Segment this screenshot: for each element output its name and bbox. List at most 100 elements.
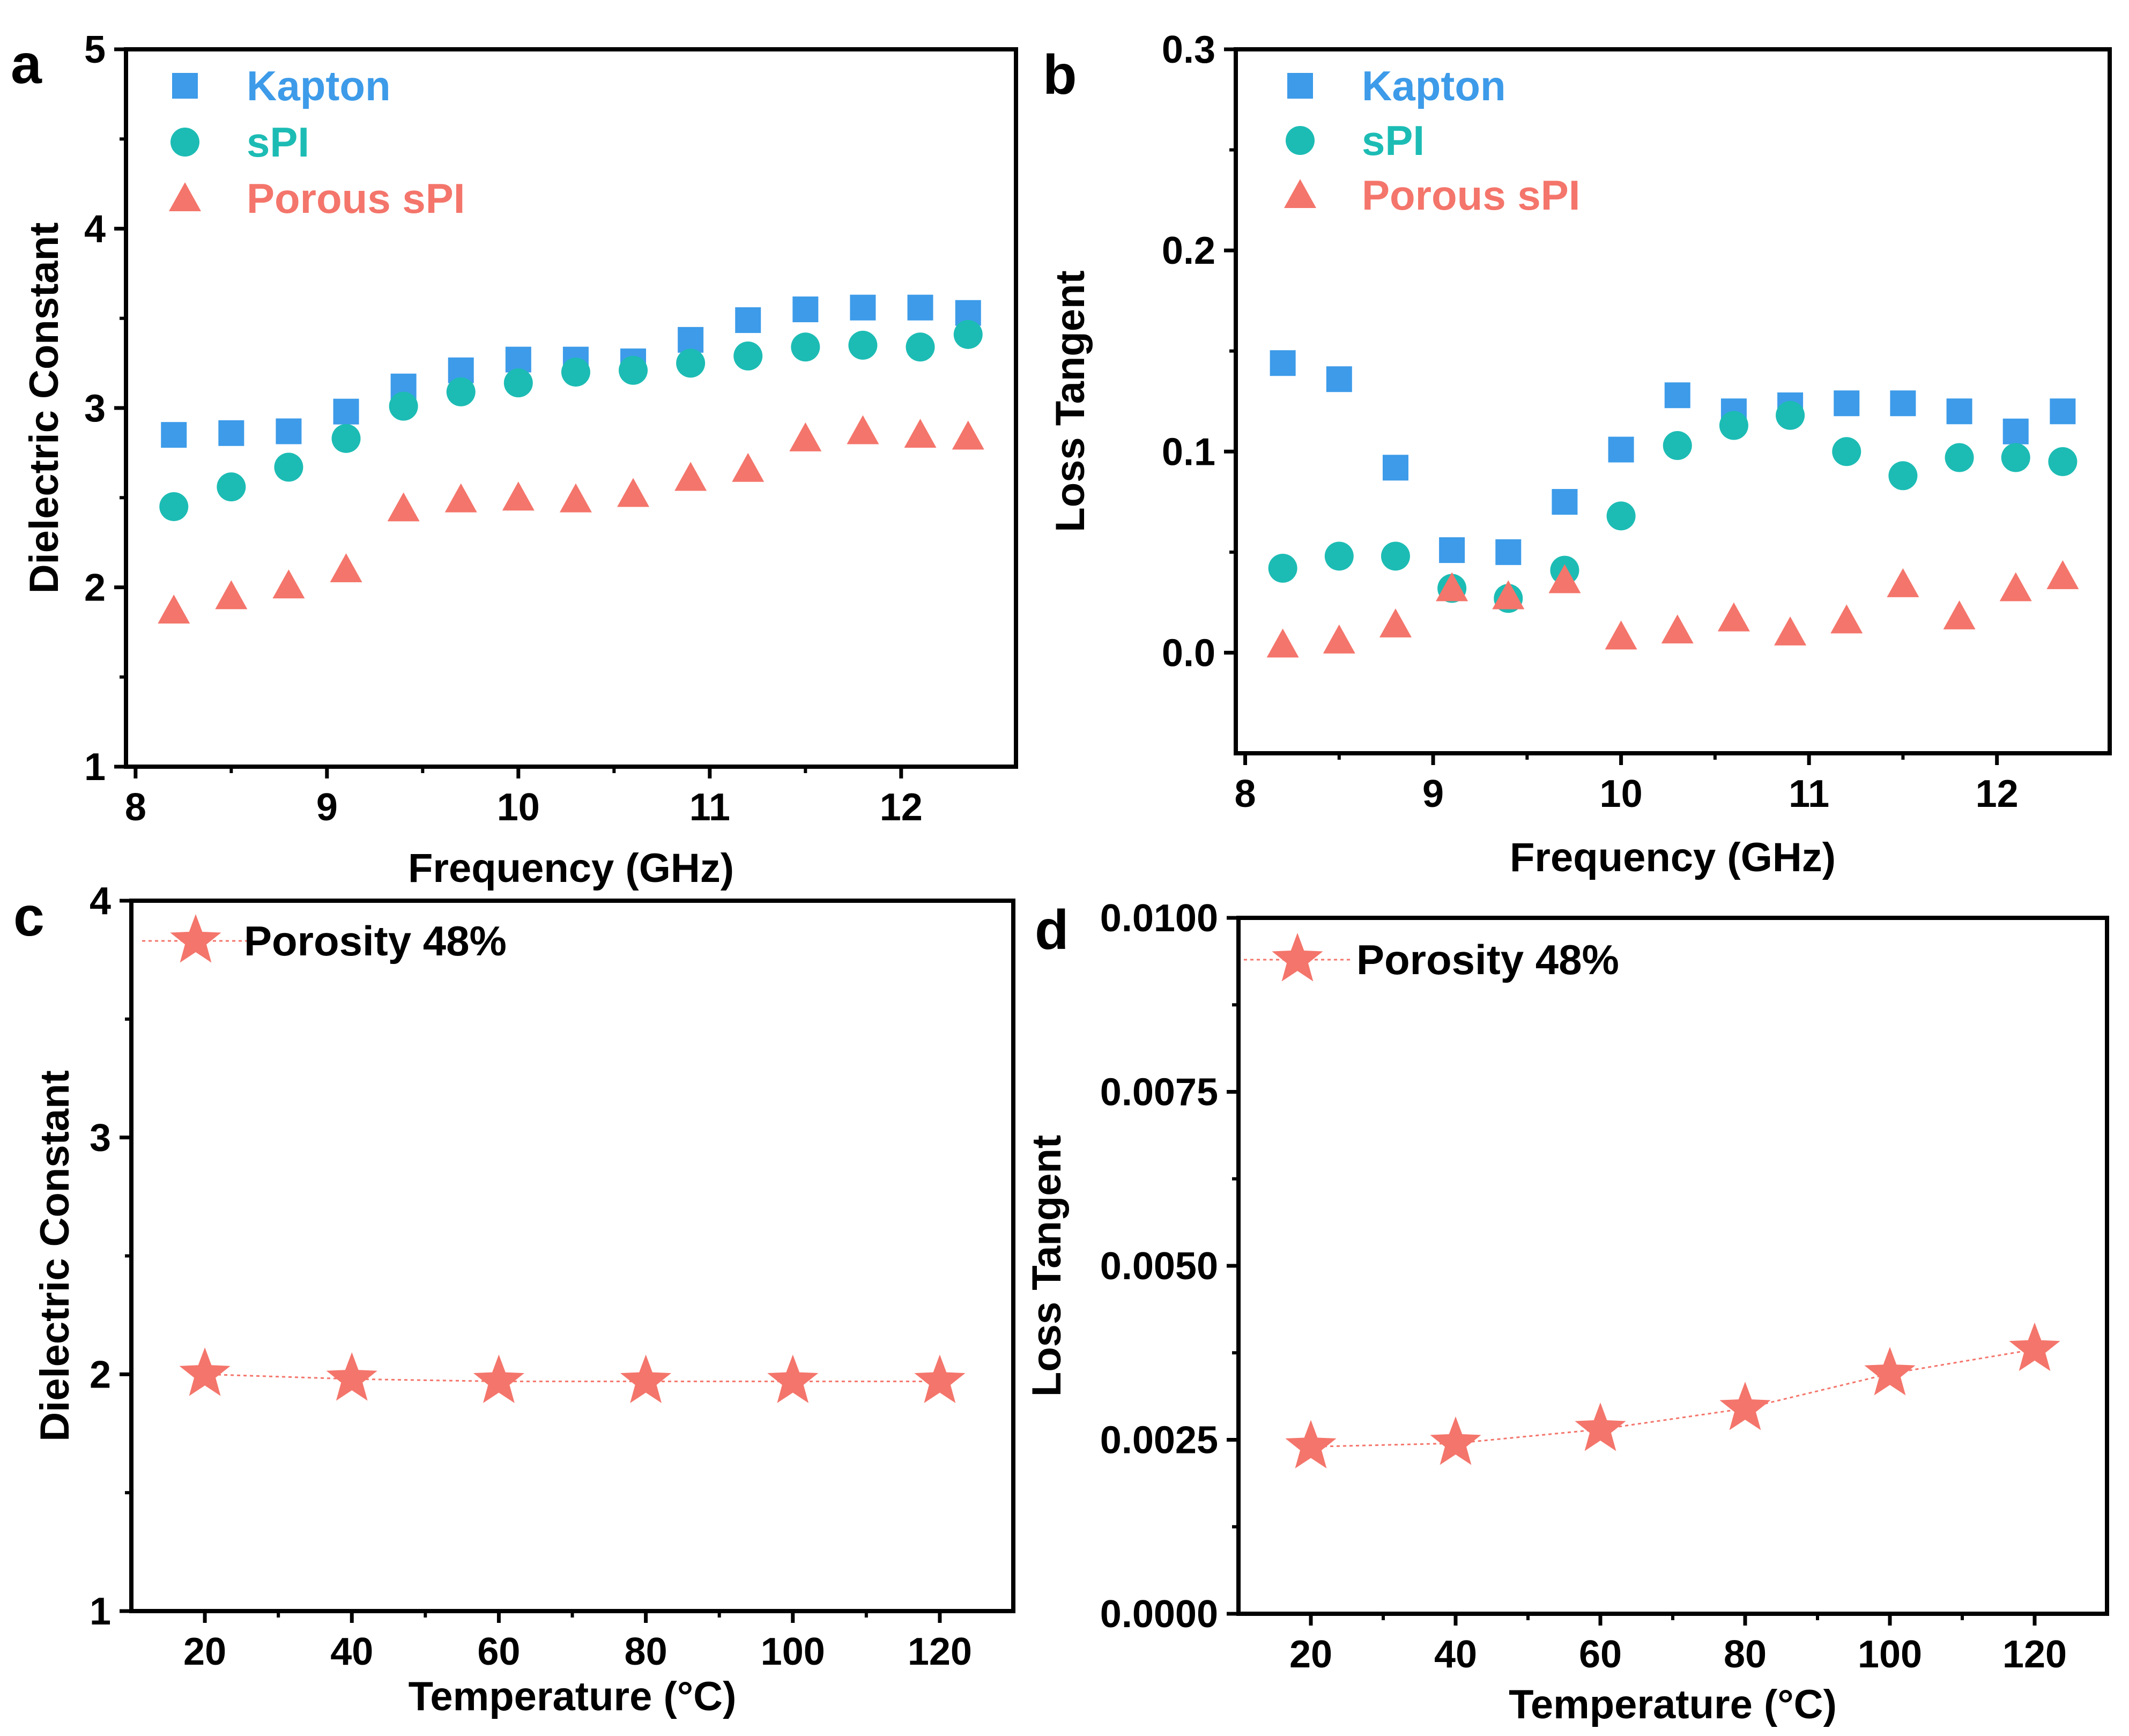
data-point-triangle [732,452,765,482]
data-point-star [1864,1347,1916,1396]
data-point-circle [503,368,533,398]
data-point-circle [733,341,763,370]
data-point-triangle [1379,608,1412,637]
legend-label: Porosity 48% [1356,936,1619,983]
y-tick-label: 3 [84,387,106,430]
data-point-triangle [559,483,592,513]
x-tick-label: 120 [908,1630,972,1673]
legend-label: sPI [1362,117,1425,164]
y-tick-label: 1 [84,746,106,789]
panel-d: d 20 40 60 80 100 120 0.0000 0.0025 0.0050 0.0075… [1024,897,2109,1727]
x-tick-label: 10 [497,786,540,829]
x-tick-label: 12 [1976,773,2019,815]
data-point-square [1608,436,1634,463]
legend-label: Porous sPI [247,175,465,222]
y-tick-label: 0.0075 [1100,1071,1218,1114]
panel-letter-c: c [13,886,44,948]
data-point-triangle [847,415,879,444]
data-point-circle [1945,443,1974,472]
panel-letter-a: a [11,33,42,95]
data-point-square [1890,390,1916,417]
data-point-triangle [444,483,477,513]
data-point-star [1575,1403,1626,1451]
data-point-circle [1663,431,1692,461]
data-point-square [2002,418,2029,444]
y-axis-label: Dielectric Constant [21,222,67,594]
data-point-star [1285,1420,1337,1468]
data-point-square [333,398,359,425]
data-point-star [767,1354,819,1403]
data-point-circle [2001,443,2030,472]
data-point-star [620,1354,672,1403]
data-point-triangle [617,478,650,507]
panel-letter-d: d [1035,899,1069,961]
data-point-square [1552,489,1578,515]
y-tick-label: 0.1 [1162,431,1215,473]
data-point-circle [1719,411,1748,440]
data-point-circle [446,377,476,406]
data-point-circle [1776,400,1805,430]
x-tick-label: 80 [1724,1633,1767,1676]
x-axis-label: Temperature (°C) [409,1674,737,1719]
x-tick-label: 100 [1858,1633,1922,1676]
y-tick-label: 0.0025 [1100,1419,1218,1462]
x-tick-label: 20 [1289,1633,1332,1676]
data-point-circle [848,330,878,360]
y-tick-label: 2 [90,1353,111,1396]
data-point-triangle [1717,602,1750,632]
legend-marker-star [170,914,221,963]
data-point-circle [274,452,303,482]
data-point-triangle [215,580,248,610]
data-point-square [1270,350,1296,376]
data-point-circle [1268,553,1297,583]
data-point-square [1382,455,1408,481]
x-tick-label: 8 [1235,773,1256,815]
data-point-triangle [952,420,984,450]
x-tick-label: 40 [1434,1633,1477,1676]
data-point-square [907,294,933,321]
data-point-triangle [1999,572,2032,602]
panel-letter-b: b [1043,44,1077,106]
x-tick-label: 40 [330,1630,373,1673]
y-tick-label: 2 [84,567,106,610]
x-tick-label: 8 [125,786,146,829]
data-point-square [1495,539,1522,565]
legend-label: sPI [247,118,309,166]
data-point-circle [676,348,706,378]
data-point-triangle [158,594,190,624]
x-tick-label: 80 [625,1630,667,1673]
data-point-circle [953,320,983,349]
x-tick-label: 10 [1600,773,1643,815]
data-point-square [850,294,876,321]
data-point-square [505,346,531,373]
data-point-triangle [1548,564,1581,593]
y-axis-label: Loss Tangent [1048,270,1093,532]
y-tick-label: 3 [90,1117,111,1160]
data-point-square [1664,382,1690,409]
data-point-star [1430,1416,1481,1465]
x-tick-label: 20 [183,1630,226,1673]
data-point-triangle [1943,600,1976,629]
data-point-square [1946,398,1972,425]
y-tick-label: 0.3 [1162,28,1215,71]
data-point-circle [1381,541,1410,571]
y-axis-label: Dielectric Constant [32,1070,78,1442]
data-point-square [218,420,244,446]
data-point-square [2050,398,2076,425]
x-tick-label: 100 [761,1630,825,1673]
data-point-square [678,327,704,353]
data-point-triangle [272,569,305,599]
x-tick-label: 12 [880,786,923,829]
data-point-circle [906,332,935,362]
data-point-square [1834,390,1860,417]
x-tick-label: 60 [477,1630,520,1673]
x-tick-label: 9 [1422,773,1444,815]
y-tick-label: 0.0 [1162,632,1215,674]
data-point-circle [217,472,246,502]
data-point-triangle [1774,616,1807,646]
x-tick-label: 11 [689,786,730,829]
data-point-triangle [1266,628,1299,658]
legend-label: Kapton [1362,62,1506,109]
data-point-star [326,1352,377,1401]
